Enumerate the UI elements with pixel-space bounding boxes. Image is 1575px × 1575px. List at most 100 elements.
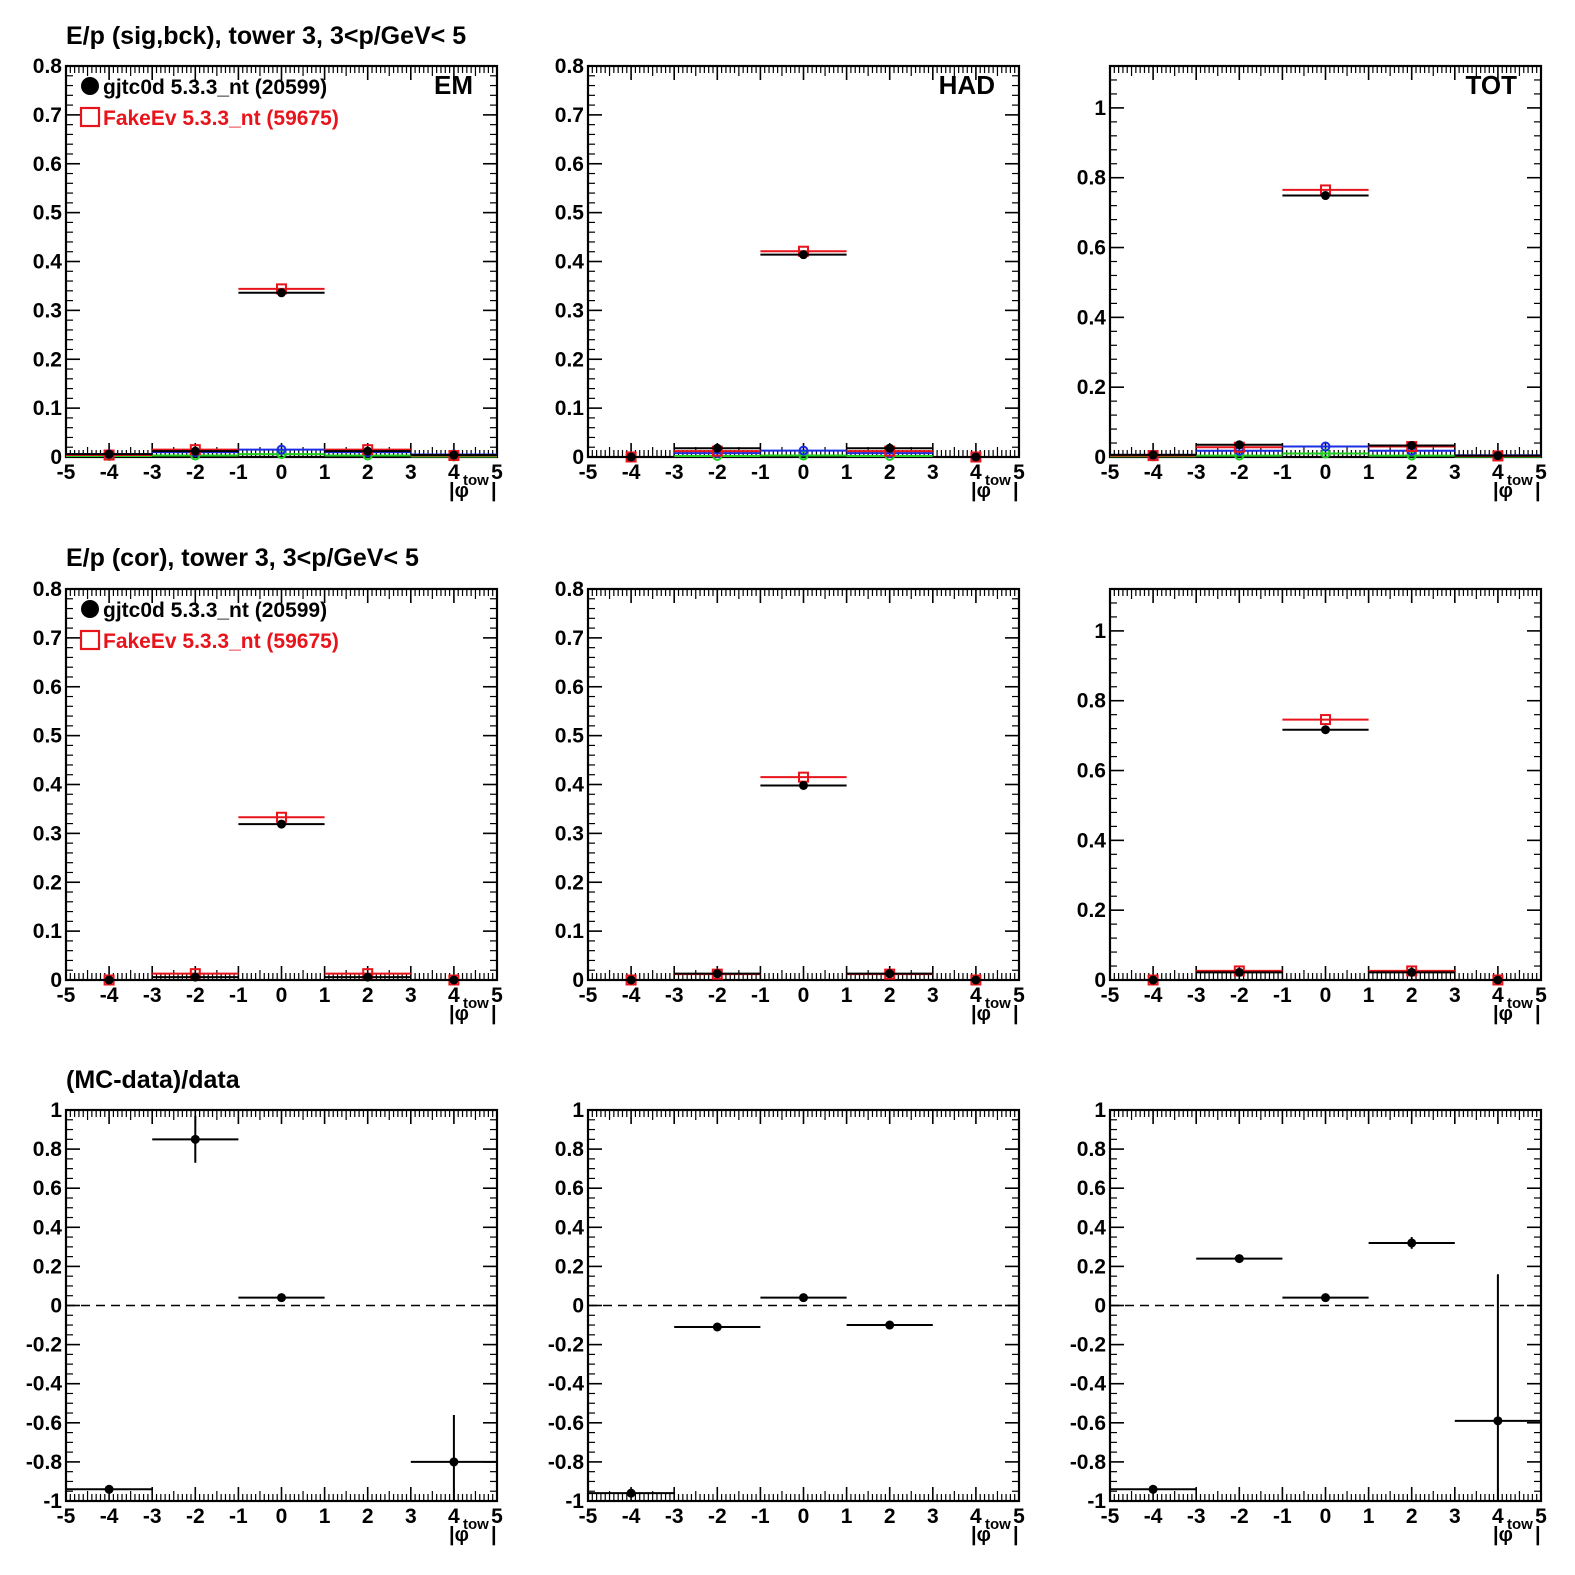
panels: -5 -4 -3 -2 -1 0 1 2 3 4 5 0 0.1 0.2 0.3 0.4 0.5 0.6 0.7 0.… bbox=[26, 55, 1547, 1546]
data-point-marker bbox=[799, 250, 808, 260]
y-tick-label: 0.2 bbox=[1077, 1255, 1106, 1278]
x-tick-label: 2 bbox=[362, 984, 374, 1007]
x-tick-label: 5 bbox=[1535, 1505, 1547, 1528]
x-tick-label: 2 bbox=[884, 461, 896, 484]
y-tick-label: 0.7 bbox=[33, 627, 62, 650]
y-tick-label: 0.3 bbox=[555, 822, 584, 845]
x-tick-label: 0 bbox=[798, 984, 810, 1007]
series-data bbox=[1110, 1237, 1541, 1501]
data-point-marker bbox=[449, 975, 459, 985]
x-tick-label: -5 bbox=[579, 1505, 598, 1528]
x-tick-label: -3 bbox=[143, 461, 162, 484]
x-tick-label: 2 bbox=[1406, 461, 1418, 484]
y-tick-label: 0.8 bbox=[1077, 167, 1107, 190]
y-tick-label: 0.8 bbox=[33, 578, 63, 601]
x-tick-label: -4 bbox=[100, 461, 119, 484]
x-tick-label: 0 bbox=[798, 461, 810, 484]
x-tick-label: -2 bbox=[186, 461, 205, 484]
y-tick-label: 0 bbox=[50, 1295, 62, 1318]
x-axis-title: |φ bbox=[449, 480, 469, 502]
legend-marker-mc bbox=[79, 629, 101, 651]
x-tick-label: -4 bbox=[1144, 1505, 1163, 1528]
y-tick-label: 0.2 bbox=[555, 348, 584, 371]
x-tick-label: 0 bbox=[276, 1505, 288, 1528]
legend-label-data: gjtc0d 5.3.3_nt (20599) bbox=[103, 76, 327, 99]
x-axis-title-sub: tow bbox=[985, 1516, 1011, 1533]
data-point-marker bbox=[1407, 440, 1417, 450]
y-tick-label: 0.2 bbox=[33, 348, 62, 371]
y-tick-label: 0.6 bbox=[33, 153, 62, 176]
data-point-marker bbox=[1234, 440, 1244, 450]
x-tick-label: 1 bbox=[1363, 461, 1375, 484]
panel-2-2: -5 -4 -3 -2 -1 0 1 2 3 4 5 -1 -0.8 -0.6 -0.4 -0.2 0 0.2 0.… bbox=[1070, 1099, 1547, 1546]
data-point-marker bbox=[885, 443, 895, 453]
y-tick-label: -0.2 bbox=[1070, 1334, 1106, 1357]
y-tick-label: 0.2 bbox=[555, 871, 584, 894]
y-tick-label: -1 bbox=[565, 1490, 584, 1513]
y-tick-label: -0.8 bbox=[1070, 1451, 1107, 1474]
x-tick-label: -4 bbox=[622, 461, 641, 484]
x-tick-label: 5 bbox=[1535, 461, 1547, 484]
data-point-marker bbox=[971, 452, 981, 462]
data-point-marker bbox=[626, 975, 636, 985]
series-data bbox=[588, 780, 1019, 985]
data-point-marker bbox=[1321, 1293, 1330, 1303]
x-axis-title: |φ bbox=[971, 1524, 991, 1546]
data-point-marker bbox=[712, 1322, 722, 1332]
x-tick-label: 1 bbox=[319, 461, 331, 484]
row-title-sig-bck: E/p (sig,bck), tower 3, 3<p/GeV< 5 bbox=[66, 22, 466, 50]
x-tick-label: -5 bbox=[1101, 461, 1120, 484]
x-tick-label: -2 bbox=[1230, 1505, 1249, 1528]
x-tick-label: -1 bbox=[229, 1505, 248, 1528]
y-tick-label: 0.8 bbox=[33, 55, 63, 78]
x-tick-label: 5 bbox=[1535, 984, 1547, 1007]
panel-1-0: -5 -4 -3 -2 -1 0 1 2 3 4 5 0 0.1 0.2 0.3 0.4 0.5 0.6 0.7 0.… bbox=[33, 578, 503, 1025]
x-tick-label: 0 bbox=[1320, 1505, 1332, 1528]
x-tick-label: -1 bbox=[751, 984, 770, 1007]
panel-corner-label: EM bbox=[434, 70, 473, 100]
y-tick-label: 0.6 bbox=[1077, 760, 1106, 783]
series-data bbox=[588, 250, 1019, 462]
x-tick-label: 4 bbox=[448, 984, 460, 1007]
x-tick-label: 3 bbox=[405, 984, 417, 1007]
x-tick-label: -5 bbox=[57, 1505, 76, 1528]
y-tick-label: 0 bbox=[1094, 969, 1106, 992]
data-point-marker bbox=[104, 449, 114, 459]
y-tick-label: 0.7 bbox=[555, 627, 584, 650]
y-tick-label: 0.8 bbox=[1077, 690, 1107, 713]
x-tick-label: 0 bbox=[276, 984, 288, 1007]
x-tick-label: -4 bbox=[622, 984, 641, 1007]
y-tick-label: 0.6 bbox=[1077, 1177, 1106, 1200]
x-tick-label: -4 bbox=[100, 984, 119, 1007]
x-axis-title: |φ bbox=[971, 480, 991, 502]
x-tick-label: 1 bbox=[319, 1505, 331, 1528]
y-tick-label: 0 bbox=[1094, 446, 1106, 469]
panel-1-1: -5 -4 -3 -2 -1 0 1 2 3 4 5 0 0.1 0.2 0.3 0.4 0.5 0.6 0.7 0.… bbox=[555, 578, 1025, 1025]
y-tick-label: 0.2 bbox=[33, 871, 62, 894]
y-tick-label: 0.4 bbox=[33, 774, 63, 797]
data-point-marker bbox=[190, 972, 200, 982]
x-axis-title-end: | bbox=[491, 480, 497, 502]
panel-corner-label: TOT bbox=[1465, 70, 1517, 100]
x-tick-label: 5 bbox=[491, 461, 503, 484]
legend-marker-data bbox=[81, 600, 99, 618]
y-tick-label: 0.4 bbox=[1077, 1216, 1107, 1239]
x-tick-label: -3 bbox=[1187, 984, 1206, 1007]
y-tick-label: 1 bbox=[1094, 1099, 1106, 1122]
x-tick-label: 0 bbox=[798, 1505, 810, 1528]
x-axis-title-end: | bbox=[1013, 1003, 1019, 1025]
y-tick-label: -0.8 bbox=[548, 1451, 585, 1474]
y-tick-label: 0.6 bbox=[1077, 237, 1106, 260]
x-axis-title: |φ bbox=[1493, 480, 1513, 502]
y-tick-label: -0.4 bbox=[26, 1373, 63, 1396]
y-tick-label: -0.6 bbox=[26, 1412, 62, 1435]
y-tick-label: 1 bbox=[1094, 97, 1106, 120]
x-tick-label: 0 bbox=[1320, 984, 1332, 1007]
y-tick-label: -0.4 bbox=[1070, 1373, 1107, 1396]
data-point-marker bbox=[799, 1293, 808, 1303]
x-tick-label: 0 bbox=[1320, 461, 1332, 484]
y-tick-label: 0.7 bbox=[555, 104, 584, 127]
x-axis-title-end: | bbox=[491, 1524, 497, 1546]
x-tick-label: -3 bbox=[143, 984, 162, 1007]
x-tick-label: -5 bbox=[579, 461, 598, 484]
